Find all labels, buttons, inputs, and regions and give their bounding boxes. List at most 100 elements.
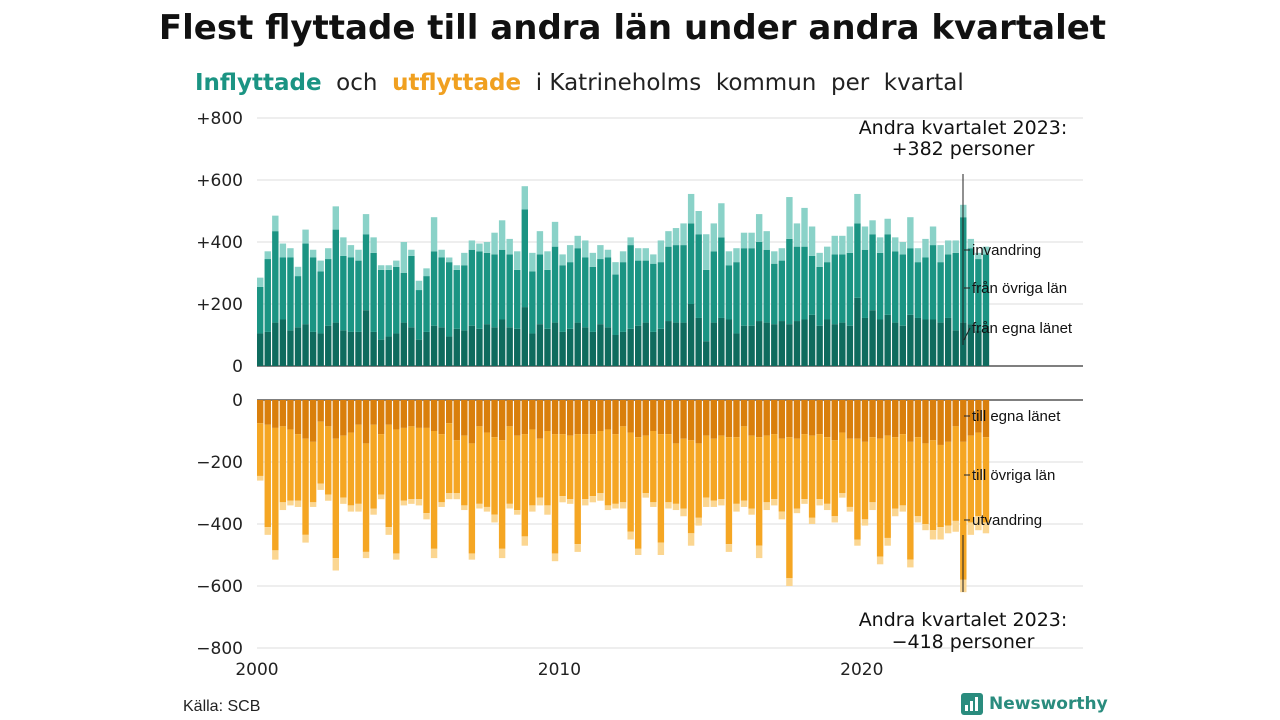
bar-out-other-counties — [529, 429, 536, 506]
bar-in-other-counties — [264, 259, 271, 332]
bar-in-own-county — [377, 339, 385, 366]
bar-in-immigration — [733, 248, 740, 263]
bar-out-own-county — [665, 400, 672, 435]
bar-out-own-county — [393, 400, 400, 430]
bar-out-emigration — [347, 505, 355, 512]
bar-out-emigration — [861, 519, 869, 526]
bar-out-other-counties — [370, 424, 377, 509]
bar-in-own-county — [884, 314, 891, 366]
bar-out-emigration — [650, 502, 657, 507]
bar-in-other-counties — [582, 257, 589, 328]
bar-out-other-counties — [400, 427, 408, 501]
bar-in-own-county — [899, 325, 906, 366]
bar-in-immigration — [544, 251, 551, 270]
bar-in-own-county — [559, 331, 566, 366]
bar-in-immigration — [325, 248, 332, 260]
bar-in-own-county — [695, 317, 702, 366]
bar-in-immigration — [967, 238, 975, 249]
bar-in-own-county — [612, 335, 619, 366]
bar-out-other-counties — [589, 434, 597, 497]
bar-out-emigration — [816, 499, 823, 506]
bar-in-other-counties — [619, 262, 627, 332]
bar-out-other-counties — [642, 435, 649, 493]
bar-in-own-county — [793, 321, 801, 366]
bar-in-other-counties — [317, 271, 324, 334]
bar-out-emigration — [801, 499, 808, 504]
bar-out-own-county — [793, 400, 801, 439]
annotation-bottom-line2: −418 personer — [892, 631, 1035, 653]
y-tick-label-bottom: 0 — [232, 391, 243, 411]
bar-in-immigration — [551, 221, 559, 247]
bar-out-other-counties — [340, 435, 347, 498]
bar-out-emigration — [597, 493, 604, 501]
bar-out-other-counties — [347, 432, 355, 506]
bar-in-other-counties — [876, 252, 884, 320]
bar-in-immigration — [793, 223, 801, 247]
bar-out-other-counties — [355, 424, 362, 504]
bar-in-other-counties — [355, 260, 362, 332]
bar-in-own-county — [400, 322, 408, 366]
bar-in-own-county — [665, 321, 672, 366]
bar-out-other-counties — [650, 431, 657, 503]
bar-out-other-counties — [408, 426, 415, 500]
bar-out-own-county — [415, 400, 423, 428]
bar-out-other-counties — [771, 434, 778, 500]
bar-out-own-county — [801, 400, 808, 435]
bar-out-emigration — [982, 522, 990, 534]
bar-out-own-county — [740, 400, 748, 427]
bar-out-own-county — [808, 400, 816, 436]
bar-in-own-county — [748, 325, 755, 366]
bar-in-immigration — [264, 251, 271, 260]
bar-out-own-county — [619, 400, 627, 427]
bar-in-immigration — [884, 218, 891, 235]
bar-in-own-county — [982, 325, 990, 366]
bar-out-own-county — [355, 400, 362, 425]
bar-out-own-county — [566, 400, 574, 436]
bar-out-own-county — [914, 400, 922, 438]
bar-out-emigration — [929, 530, 937, 540]
bar-out-emigration — [922, 524, 929, 531]
bar-out-emigration — [793, 508, 801, 514]
bar-in-own-county — [771, 324, 778, 366]
bar-out-emigration — [355, 503, 362, 512]
bar-in-other-counties — [967, 248, 975, 325]
bar-in-immigration — [377, 265, 385, 270]
bar-in-own-county — [619, 331, 627, 366]
bar-in-immigration — [294, 266, 302, 277]
bar-out-emigration — [808, 517, 816, 524]
bar-out-own-county — [544, 400, 551, 431]
bar-in-own-county — [831, 324, 838, 366]
bar-out-own-county — [612, 400, 619, 435]
bar-in-own-county — [763, 322, 770, 366]
bar-out-own-county — [423, 400, 430, 428]
bar-out-emigration — [461, 505, 468, 511]
bar-out-own-county — [264, 400, 271, 425]
bar-out-emigration — [748, 508, 755, 515]
bar-in-immigration — [619, 251, 627, 263]
bar-out-emigration — [385, 527, 392, 535]
bar-out-other-counties — [257, 423, 264, 476]
bar-chart-logo-icon — [961, 693, 983, 715]
bar-out-own-county — [287, 400, 294, 430]
bar-out-emigration — [559, 496, 566, 503]
bar-out-own-county — [559, 400, 566, 435]
bar-in-own-county — [536, 324, 544, 366]
bar-in-other-counties — [854, 223, 861, 298]
bar-out-own-county — [604, 400, 612, 430]
bar-in-other-counties — [861, 249, 869, 318]
bar-out-other-counties — [982, 437, 990, 523]
bar-out-own-county — [257, 400, 264, 424]
bar-out-other-counties — [619, 426, 627, 503]
bar-in-own-county — [672, 322, 680, 366]
bar-out-other-counties — [332, 438, 339, 559]
bar-in-own-county — [506, 327, 513, 366]
bar-in-own-county — [423, 331, 430, 366]
bar-in-immigration — [461, 252, 468, 266]
bar-out-own-county — [385, 400, 392, 425]
bar-out-other-counties — [287, 429, 294, 501]
bar-out-own-county — [650, 400, 657, 431]
bar-out-emigration — [430, 548, 438, 559]
bar-in-own-county — [551, 322, 559, 366]
bar-in-own-county — [786, 324, 793, 366]
bar-out-emigration — [468, 553, 476, 560]
